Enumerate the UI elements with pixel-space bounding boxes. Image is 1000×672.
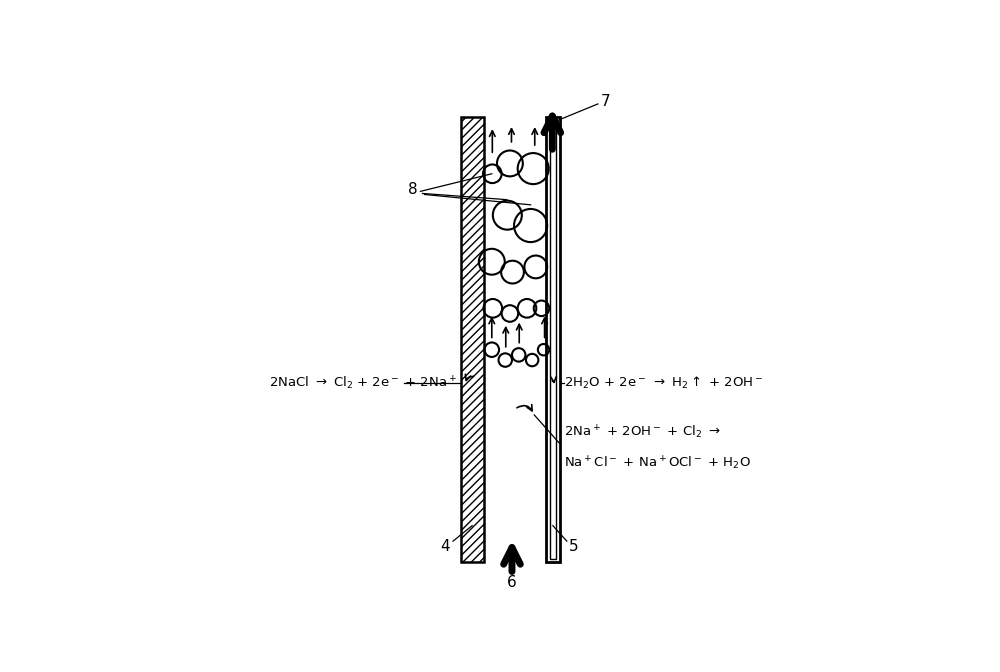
Text: 2H$_2$O + 2e$^-$ $\rightarrow$ H$_2$$\uparrow$ + 2OH$^-$: 2H$_2$O + 2e$^-$ $\rightarrow$ H$_2$$\up… — [564, 375, 764, 391]
Text: 2NaCl $\rightarrow$ Cl$_2$ + 2e$^-$ + 2Na$^+$: 2NaCl $\rightarrow$ Cl$_2$ + 2e$^-$ + 2N… — [269, 375, 457, 392]
Text: 4: 4 — [440, 539, 450, 554]
Bar — [550, 120, 556, 559]
Bar — [461, 117, 484, 562]
Text: Na$^+$Cl$^-$ + Na$^+$OCl$^-$ + H$_2$O: Na$^+$Cl$^-$ + Na$^+$OCl$^-$ + H$_2$O — [564, 455, 751, 472]
Text: 8: 8 — [408, 182, 418, 197]
Text: 7: 7 — [600, 94, 610, 109]
Text: 2Na$^+$ + 2OH$^-$ + Cl$_2$ $\rightarrow$: 2Na$^+$ + 2OH$^-$ + Cl$_2$ $\rightarrow$ — [564, 424, 721, 442]
Bar — [546, 117, 560, 562]
Text: 6: 6 — [507, 575, 517, 590]
Text: 5: 5 — [569, 539, 578, 554]
